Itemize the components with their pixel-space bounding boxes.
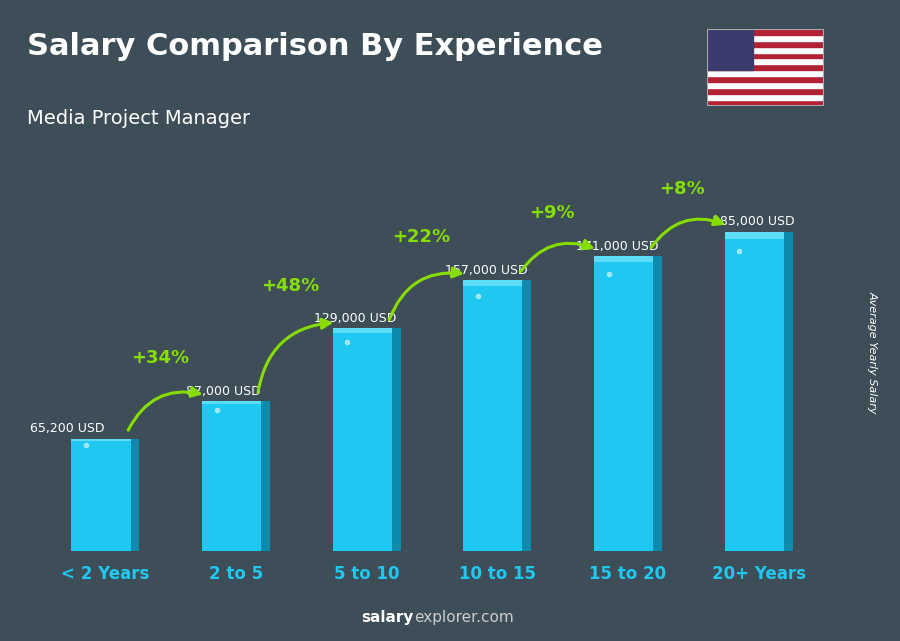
Text: 171,000 USD: 171,000 USD: [576, 240, 658, 253]
Bar: [706, 58, 824, 64]
Text: Average Yearly Salary: Average Yearly Salary: [868, 291, 878, 414]
Text: +34%: +34%: [130, 349, 189, 367]
Text: +48%: +48%: [261, 276, 320, 295]
Bar: [706, 40, 824, 47]
Bar: [333, 328, 392, 551]
Text: +9%: +9%: [529, 204, 574, 222]
Bar: [71, 438, 130, 551]
Bar: [706, 100, 824, 106]
Text: Media Project Manager: Media Project Manager: [27, 109, 250, 128]
Text: +8%: +8%: [660, 180, 706, 198]
Text: 185,000 USD: 185,000 USD: [712, 215, 794, 228]
Bar: [464, 280, 523, 286]
Bar: [706, 29, 824, 35]
Bar: [130, 438, 140, 551]
Text: 157,000 USD: 157,000 USD: [446, 264, 527, 277]
Bar: [706, 35, 824, 40]
Bar: [706, 82, 824, 88]
Text: 87,000 USD: 87,000 USD: [186, 385, 261, 398]
Bar: [653, 256, 662, 551]
Bar: [724, 231, 784, 551]
Bar: [71, 438, 130, 441]
Bar: [706, 71, 824, 76]
Bar: [333, 328, 392, 333]
Bar: [594, 256, 653, 262]
Text: 129,000 USD: 129,000 USD: [314, 312, 397, 325]
Bar: [706, 94, 824, 100]
Bar: [464, 280, 523, 551]
Text: Salary Comparison By Experience: Salary Comparison By Experience: [27, 32, 603, 61]
Bar: [706, 53, 824, 58]
Bar: [706, 64, 824, 71]
Text: explorer.com: explorer.com: [414, 610, 514, 625]
Bar: [706, 76, 824, 82]
Bar: [523, 280, 531, 551]
Bar: [392, 328, 400, 551]
Bar: [202, 401, 261, 404]
Bar: [706, 47, 824, 53]
Bar: [202, 401, 261, 551]
Text: +22%: +22%: [392, 228, 450, 246]
Bar: [784, 231, 793, 551]
Bar: [261, 401, 270, 551]
Bar: [706, 29, 753, 71]
Text: 65,200 USD: 65,200 USD: [30, 422, 104, 435]
Bar: [724, 231, 784, 238]
Text: salary: salary: [362, 610, 414, 625]
Bar: [594, 256, 653, 551]
Bar: [706, 88, 824, 94]
